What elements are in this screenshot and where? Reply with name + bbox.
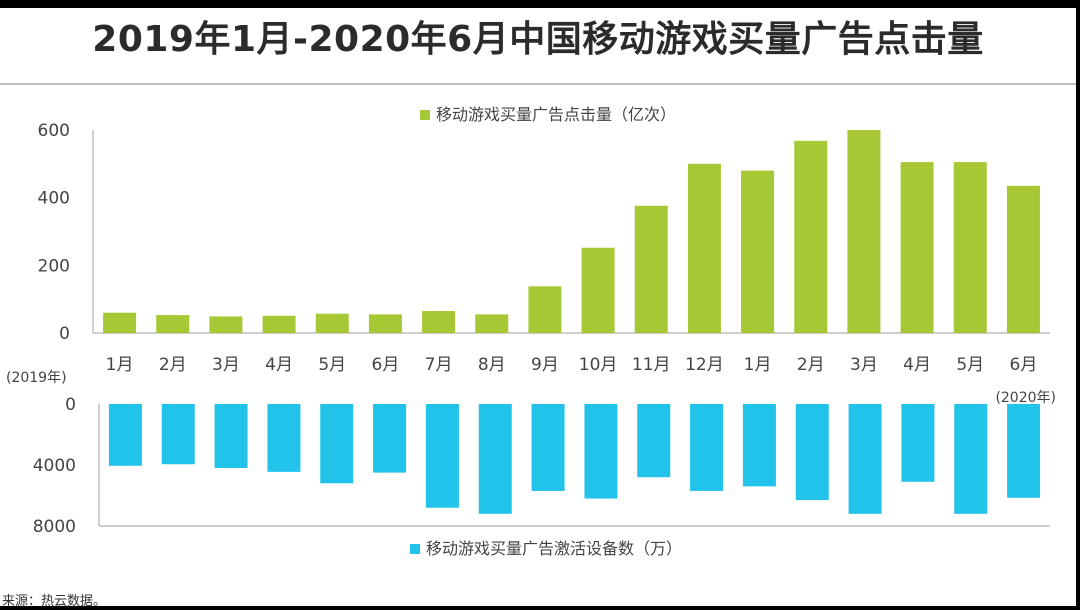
activation-bar: [901, 404, 935, 482]
x-tick-label: 5月: [318, 355, 346, 375]
x-tick-label: 1月: [744, 355, 772, 375]
click-bar: [953, 162, 987, 333]
activation-bar: [742, 404, 776, 487]
x-tick-label: 5月: [956, 355, 984, 375]
x-tick-label: 2月: [159, 355, 187, 375]
click-bar: [581, 247, 615, 333]
legend-swatch-clicks: [420, 110, 430, 120]
activation-bar: [161, 404, 195, 465]
activation-bar: [267, 404, 301, 472]
activation-bar: [584, 404, 618, 499]
source-note: 来源：热云数据。: [2, 594, 107, 609]
click-bar: [262, 315, 296, 333]
x-tick-label: 10月: [579, 355, 618, 375]
activation-bar: [425, 404, 459, 508]
x-tick-label: 3月: [212, 355, 240, 375]
year-note-2019: (2019年): [6, 370, 67, 386]
y-tick-label: 4000: [33, 456, 76, 476]
click-bar: [528, 286, 562, 333]
click-bar: [209, 316, 243, 333]
y-tick-label: 8000: [33, 517, 76, 537]
y-tick-label: 0: [65, 395, 76, 415]
legend-label-clicks: 移动游戏买量广告点击量（亿次）: [436, 105, 676, 124]
year-note-2020: (2020年): [995, 390, 1056, 406]
y-tick-label: 200: [38, 256, 70, 276]
activation-bar: [954, 404, 988, 514]
x-tick-label: 4月: [265, 355, 293, 375]
y-tick-label: 600: [38, 121, 70, 141]
click-bar: [475, 314, 509, 333]
x-tick-label: 12月: [685, 355, 724, 375]
slide-frame: 2019年1月-2020年6月中国移动游戏买量广告点击量 0 200 400 600 1…: [0, 8, 1076, 609]
x-tick-label: 8月: [478, 355, 506, 375]
activation-bar: [637, 404, 671, 478]
click-bar: [315, 313, 349, 333]
activation-bar: [373, 404, 407, 473]
page-title: 2019年1月-2020年6月中国移动游戏买量广告点击量: [92, 19, 984, 60]
activations-chart: 0 4000 8000 移动游戏买量广告激活设备数（万）: [33, 395, 1050, 558]
y-tick-label: 0: [59, 324, 70, 344]
click-bar: [634, 205, 668, 333]
activation-bar: [320, 404, 354, 484]
click-bar: [156, 315, 190, 333]
activation-bar: [1007, 404, 1041, 498]
click-bar: [900, 162, 934, 333]
activation-bar: [531, 404, 565, 491]
x-tick-label: 3月: [850, 355, 878, 375]
legend-swatch-activations: [410, 544, 420, 554]
click-bar: [741, 170, 775, 333]
click-bar: [794, 140, 828, 333]
click-bar: [422, 311, 456, 333]
chart-area: 0 200 400 600 1月 2月 3月 4月 5月 6月 7月 8月 9月 10月 11月 12月 1月 2…: [6, 105, 1056, 558]
x-tick-label: 2月: [797, 355, 825, 375]
activation-bar: [108, 404, 142, 466]
clicks-chart: 0 200 400 600 1月 2月 3月 4月 5月 6月 7月 8月 9月 10月 11月 12月 1月 2…: [6, 105, 1056, 406]
x-tick-label: 9月: [531, 355, 559, 375]
activation-bar: [478, 404, 512, 514]
x-tick-label: 11月: [632, 355, 671, 375]
click-bar: [687, 163, 721, 333]
activation-bar: [690, 404, 724, 491]
x-tick-label: 6月: [1010, 355, 1038, 375]
x-tick-label: 1月: [106, 355, 134, 375]
title-divider: [0, 83, 1076, 85]
legend-label-activations: 移动游戏买量广告激活设备数（万）: [426, 539, 682, 558]
x-tick-label: 7月: [425, 355, 453, 375]
click-bar: [847, 130, 881, 333]
y-tick-label: 400: [38, 189, 70, 209]
activation-bar: [848, 404, 882, 514]
activation-bar: [795, 404, 829, 501]
click-bar: [103, 312, 137, 333]
click-bar: [368, 314, 402, 333]
activation-bar: [214, 404, 248, 469]
click-bar: [1006, 185, 1040, 333]
x-tick-label: 6月: [372, 355, 400, 375]
x-tick-label: 4月: [903, 355, 931, 375]
